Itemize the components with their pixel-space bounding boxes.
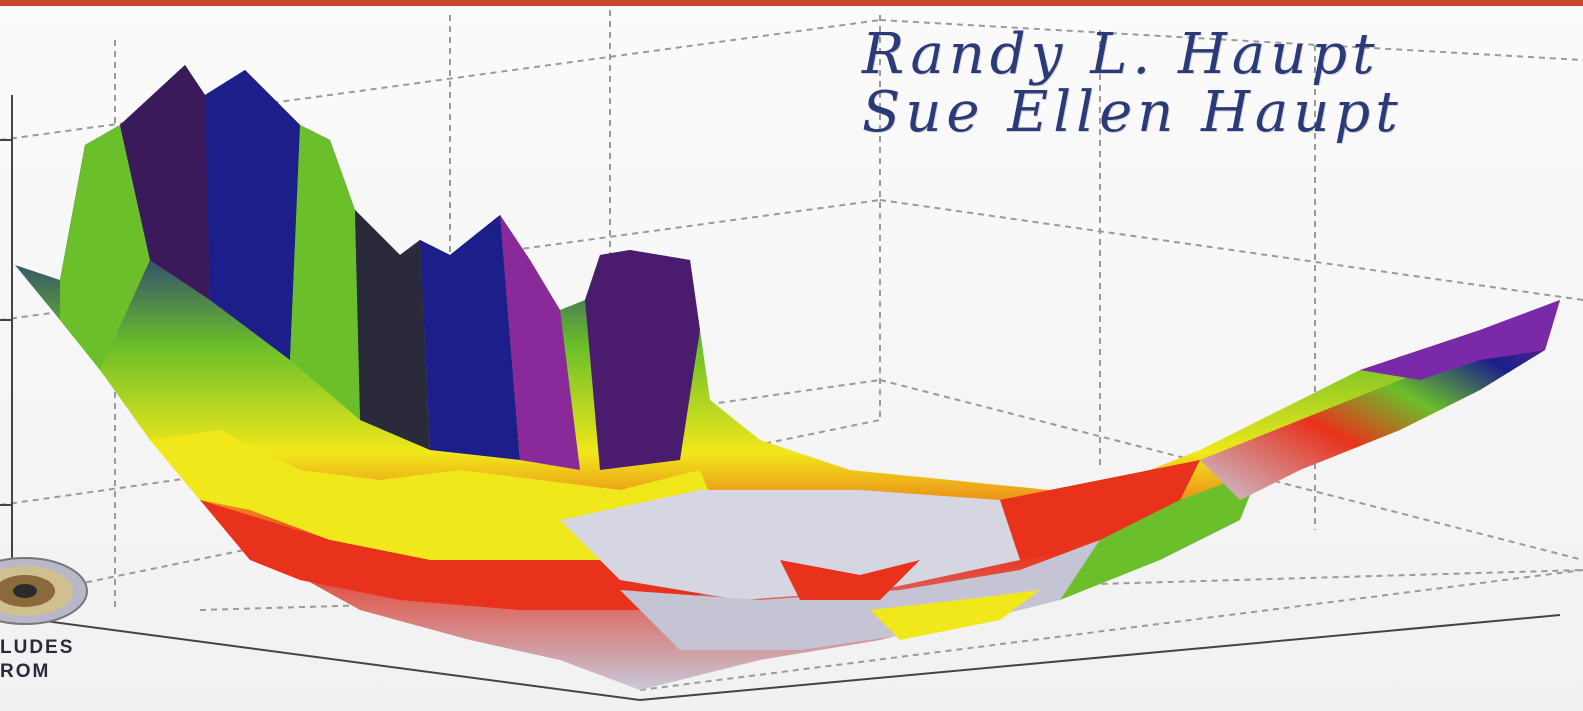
author-name-2: Sue Ellen Haupt — [862, 80, 1403, 145]
cd-rom-badge: LUDES ROM — [0, 555, 100, 695]
surface-mesh — [15, 65, 1560, 690]
author-names: Randy L. Haupt Sue Ellen Haupt — [862, 26, 1562, 142]
grid-lines — [0, 10, 1583, 691]
cd-badge-line-2: ROM — [0, 661, 51, 682]
cd-rom-icon — [0, 557, 88, 625]
author-name-1: Randy L. Haupt — [862, 22, 1380, 87]
cd-badge-line-1: LUDES — [0, 637, 75, 658]
axis-lines — [0, 95, 1561, 701]
top-color-band — [0, 0, 1583, 6]
